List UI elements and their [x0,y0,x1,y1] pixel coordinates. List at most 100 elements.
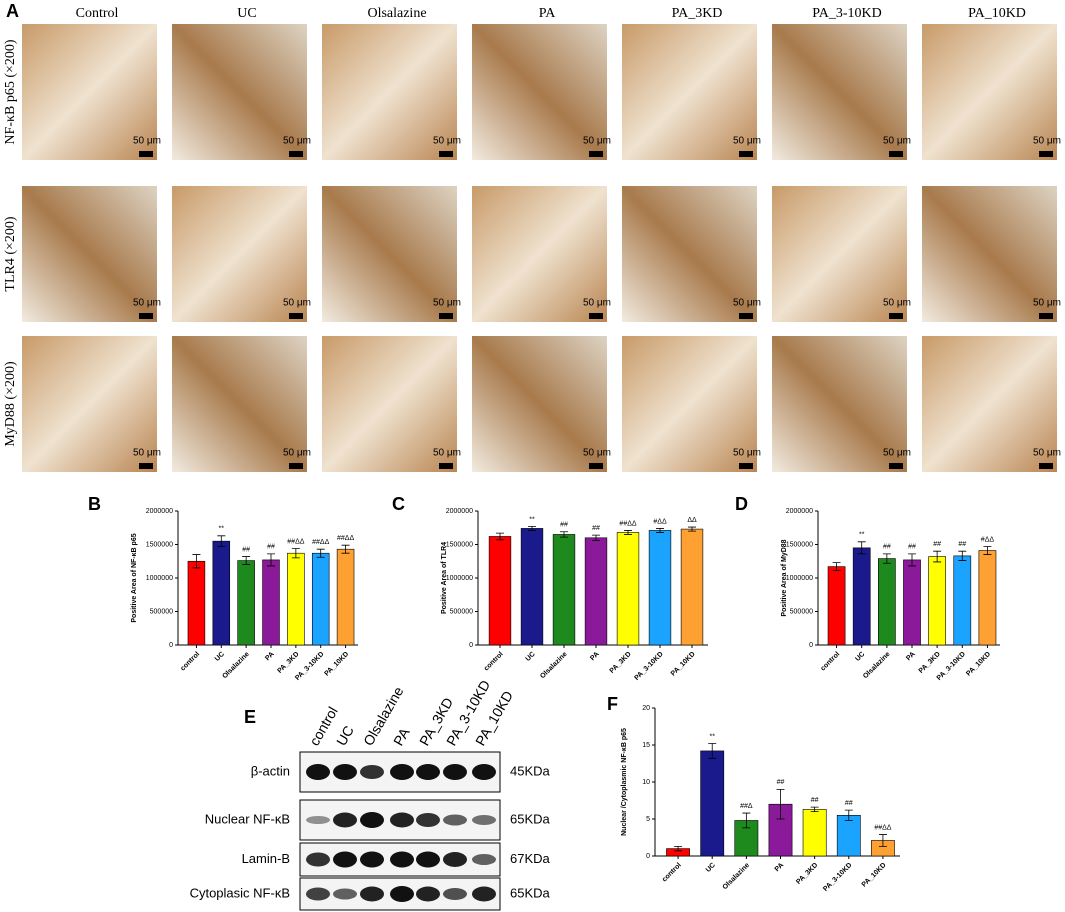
blot-band [333,812,357,828]
scale-bar [1039,313,1053,319]
scale-label: 50 μm [733,298,761,309]
error-bar [341,544,350,554]
x-tick-label: PA [774,862,785,873]
blot-band [333,764,357,780]
significance-label: ## [933,541,941,548]
significance-label: ##ΔΔ [287,538,304,545]
y-tick-label: 1000000 [446,575,473,582]
error-bar [933,550,942,563]
blot-band [416,764,440,780]
blot-band [416,886,440,902]
bar [903,559,921,646]
lane-label: UC [333,723,357,749]
scale-bar [589,463,603,469]
error-bar [844,809,853,821]
x-tick-label: Olsalazine [221,651,251,681]
micrograph [472,186,607,322]
significance-label: ## [883,544,891,551]
significance-label: ## [811,797,819,804]
scale-bar [889,463,903,469]
micrograph [622,24,757,160]
size-label: 45KDa [510,763,551,778]
error-bar [983,546,992,555]
bar [680,528,704,646]
x-tick-label: PA_10KD [861,862,888,889]
micrograph [772,24,907,160]
bar [928,556,946,646]
significance-label: #ΔΔ [981,536,995,543]
error-bar [242,556,251,565]
micrograph [922,336,1057,472]
scale-label: 50 μm [1033,136,1061,147]
blot-band [472,854,496,865]
scale-label: 50 μm [133,298,161,309]
significance-label: ##Δ [740,803,753,810]
blot-band [333,851,357,868]
y-tick-label: 1500000 [146,541,173,548]
micrograph [622,186,757,322]
y-axis-label: Nuclear /Cytoplasmic NF-κB p65 [621,728,628,836]
column-label: PA_3-10KD [812,6,882,21]
bar [978,550,997,646]
error-bar [192,554,201,569]
significance-label: ##ΔΔ [312,539,329,546]
bar [878,558,896,646]
column-label: Control [76,6,119,21]
significance-label: ** [529,516,535,523]
micrograph [322,186,457,322]
y-tick-label: 1000000 [146,575,173,582]
blot-band [306,852,330,867]
blot-band [333,888,357,900]
scale-bar [589,313,603,319]
row-label: TLR4 (×200) [3,216,18,291]
micrograph [622,336,757,472]
blot-band [306,764,330,780]
blot-band [390,886,414,902]
blot-band [443,814,467,826]
size-label: 67KDa [510,851,551,866]
scale-bar [889,313,903,319]
x-tick-label: PA_10KD [670,651,697,678]
protein-label: Cytoplasic NF-κB [190,885,290,900]
blot-band [472,764,496,780]
y-tick-label: 0 [169,642,173,649]
x-tick-label: PA [264,651,275,662]
x-tick-label: UC [705,862,717,874]
y-tick-label: 2000000 [786,508,813,515]
error-bar [688,526,696,532]
y-tick-label: 500000 [150,608,173,615]
blot-band [390,812,414,828]
micrograph [772,336,907,472]
column-label: UC [237,6,256,21]
blot-band [416,851,440,868]
micrograph [772,186,907,322]
x-tick-label: control [661,862,683,884]
micrograph [172,24,307,160]
blot-band [306,816,330,824]
x-tick-label: PA_10KD [965,651,992,678]
x-tick-label: PA_3KD [276,651,300,675]
error-bar [316,548,325,558]
bar [852,547,871,646]
scale-bar [1039,151,1053,157]
bar [552,534,576,646]
y-tick-label: 0 [809,642,813,649]
error-bar [624,530,632,535]
y-axis-label: Positive Area of TLR4 [441,542,448,614]
scale-label: 50 μm [883,298,911,309]
significance-label: ##ΔΔ [874,824,891,831]
error-bar [742,812,751,829]
blot-band [443,764,467,780]
scale-bar [139,151,153,157]
significance-label: ## [592,525,600,532]
scale-bar [739,313,753,319]
scale-bar [739,151,753,157]
x-tick-label: Olsalazine [539,651,569,681]
blot-band [360,851,384,868]
row-label: MyD88 (×200) [3,361,18,447]
significance-label: ## [267,544,275,551]
blot-band [306,887,330,901]
x-tick-label: PA_3KD [918,651,942,675]
x-tick-label: Olsalazine [722,862,752,892]
size-label: 65KDa [510,885,551,900]
